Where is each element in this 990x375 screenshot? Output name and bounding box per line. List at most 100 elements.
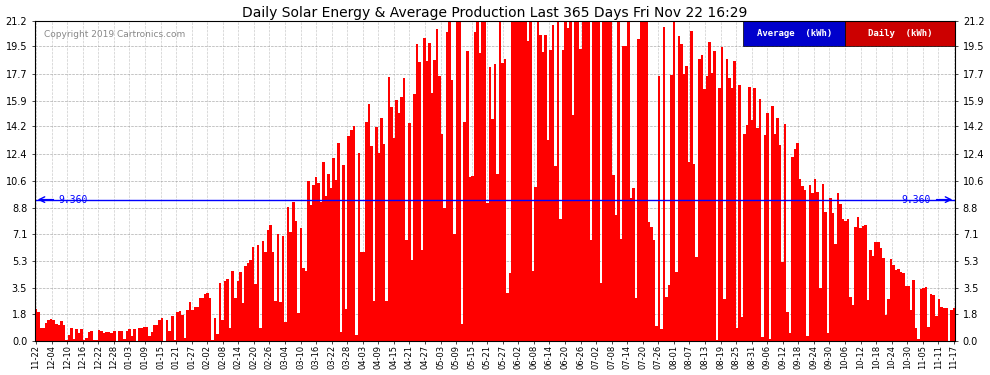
Bar [776,118,779,341]
Bar [842,219,844,341]
Bar [431,93,434,341]
Text: 9.360: 9.360 [58,195,88,205]
Bar [393,138,395,341]
Bar [217,334,219,341]
Bar [282,236,284,341]
Bar [670,75,673,341]
Bar [756,128,758,341]
Bar [928,327,930,341]
Bar [882,258,885,341]
Bar [900,272,902,341]
Bar [320,202,323,341]
Bar [726,59,729,341]
Bar [496,174,499,341]
Bar [481,21,484,341]
Bar [355,335,357,341]
Bar [844,220,846,341]
Bar [315,177,317,341]
Bar [544,35,546,341]
Bar [933,296,935,341]
Bar [357,153,360,341]
Bar [146,327,148,341]
Bar [574,21,577,341]
Bar [763,135,766,341]
Bar [168,332,171,341]
Bar [209,298,211,341]
Bar [222,320,224,341]
Bar [567,28,569,341]
Bar [607,21,610,341]
Bar [272,252,274,341]
Bar [822,184,824,341]
Bar [542,51,545,341]
Bar [824,212,827,341]
Bar [201,298,204,341]
Bar [245,266,247,341]
Bar [791,158,794,341]
Bar [194,308,196,341]
Bar [867,300,869,341]
Bar [448,21,450,341]
Bar [274,301,277,341]
Bar [633,188,635,341]
Bar [708,42,711,341]
Bar [390,107,393,341]
Bar [158,320,161,341]
Bar [62,326,65,341]
Bar [90,331,93,341]
Bar [450,80,453,341]
Bar [494,64,496,341]
Bar [771,106,773,341]
Bar [781,262,784,341]
Bar [748,87,751,341]
Bar [582,21,584,341]
Bar [739,86,741,341]
Bar [116,340,118,341]
Bar [181,315,183,341]
Bar [305,271,307,341]
Bar [139,328,141,341]
Bar [57,325,60,341]
Bar [509,273,512,341]
Bar [126,331,128,341]
Bar [938,299,940,341]
Bar [799,179,801,341]
Bar [277,234,279,341]
Bar [196,307,199,341]
Bar [43,328,45,341]
Bar [605,21,607,341]
Bar [254,284,256,341]
Bar [80,330,83,341]
Bar [786,312,789,341]
Bar [665,297,667,341]
Bar [514,21,517,341]
Bar [247,263,249,341]
Bar [600,284,602,341]
Bar [690,32,693,341]
Bar [675,272,678,341]
Bar [227,279,229,341]
Bar [840,204,842,341]
Bar [118,331,121,341]
Bar [418,62,421,341]
Bar [237,281,239,341]
Bar [902,273,905,341]
Bar [108,332,111,341]
Bar [612,174,615,341]
Bar [50,319,52,341]
Bar [655,326,657,341]
Bar [429,43,431,341]
Bar [706,76,708,341]
Bar [40,328,43,341]
Bar [685,66,688,341]
Bar [540,35,542,341]
Bar [630,198,633,341]
Bar [602,21,605,341]
Bar [892,266,895,341]
Bar [191,310,194,341]
Bar [517,21,519,341]
Bar [439,76,441,341]
Bar [851,306,854,341]
Bar [872,256,874,341]
Bar [128,329,131,341]
